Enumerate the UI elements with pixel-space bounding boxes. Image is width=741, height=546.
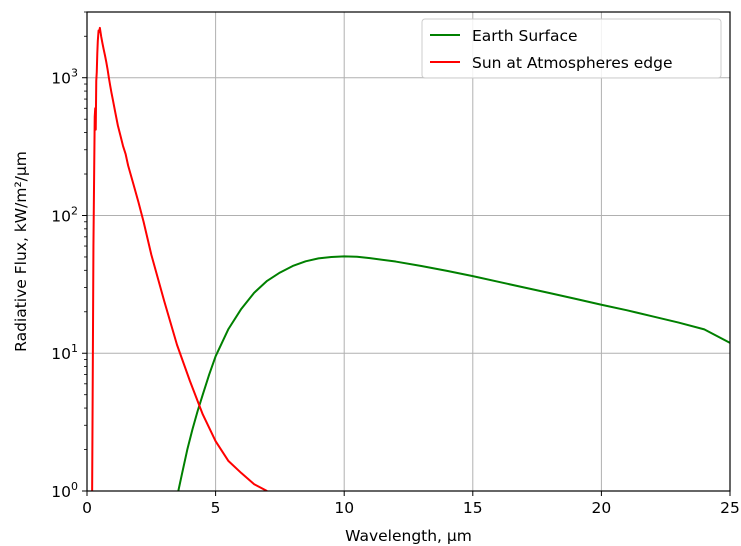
legend-label-0: Earth Surface [472, 27, 578, 45]
x-tick-label: 10 [334, 499, 354, 517]
y-axis-label: Radiative Flux, kW/m²/μm [12, 151, 30, 352]
y-tick-label: 101 [51, 342, 78, 363]
x-tick-label: 5 [211, 499, 221, 517]
plot-frame [86, 11, 731, 492]
x-tick-label: 25 [720, 499, 740, 517]
y-tick-label: 102 [51, 204, 78, 225]
x-tick-label: 0 [82, 499, 92, 517]
series-line-0 [177, 255, 730, 491]
ticks: 0 5 10 15 20 25 100 101 102 103 [51, 11, 740, 517]
series-layer [91, 26, 730, 491]
legend: Earth Surface Sun at Atmospheres edge [421, 18, 722, 79]
x-axis-label: Wavelength, μm [345, 527, 472, 545]
y-tick-label: 103 [51, 67, 78, 88]
series-line-1 [91, 26, 268, 491]
legend-box [421, 18, 722, 79]
grid [86, 12, 731, 492]
x-tick-label: 15 [463, 499, 483, 517]
legend-label-1: Sun at Atmospheres edge [472, 54, 673, 72]
y-tick-label: 100 [51, 480, 78, 501]
x-tick-label: 20 [592, 499, 612, 517]
